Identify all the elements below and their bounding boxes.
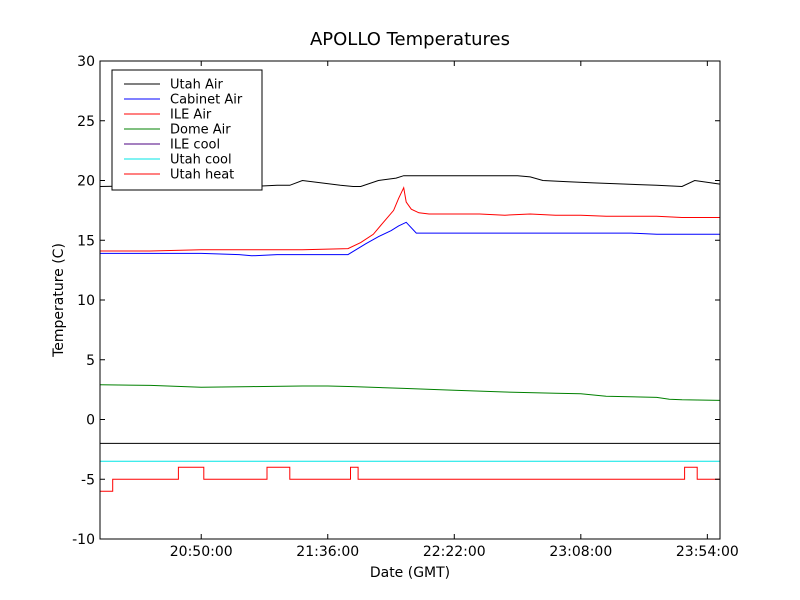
legend-label-cabinet-air: Cabinet Air	[170, 93, 243, 108]
legend-label-utah-cool: Utah cool	[170, 153, 232, 168]
legend-label-utah-heat: Utah heat	[170, 168, 234, 183]
y-tick-label: 20	[77, 174, 95, 190]
series-layer	[99, 175, 721, 492]
y-tick-label: -5	[81, 472, 95, 488]
plot-frame	[99, 60, 721, 540]
x-tick-label: 20:50:00	[170, 544, 233, 560]
series-line-ile-air	[100, 186, 720, 252]
series-line-cabinet-air	[100, 221, 720, 257]
y-tick-label: 25	[77, 114, 95, 130]
x-tick-label: 21:36:00	[296, 544, 359, 560]
series-line-utah-air	[99, 175, 721, 188]
x-tick-label: 22:22:00	[423, 544, 486, 560]
y-axis-label: Temperature (C)	[51, 243, 67, 358]
y-tick-label: 15	[77, 233, 95, 249]
legend-label-dome-air: Dome Air	[170, 123, 231, 138]
chart-title: APOLLO Temperatures	[310, 29, 510, 50]
y-tick-label: -10	[72, 532, 95, 548]
legend-label-ile-cool: ILE cool	[170, 138, 220, 153]
legend-box	[111, 69, 263, 191]
y-tick-label: 30	[77, 54, 95, 70]
y-tick-layer: 30 25 20 15 10 5 0 -5 -10	[72, 54, 720, 548]
y-tick-label: 5	[86, 353, 95, 369]
legend-label-ile-air: ILE Air	[170, 108, 212, 123]
legend-label-utah-air: Utah Air	[170, 78, 223, 93]
series-line-utah-heat	[100, 466, 720, 492]
y-tick-label: 0	[86, 413, 95, 429]
x-tick-layer: 20:50:00 21:36:00 22:22:00 23:08:00 23:54:00	[170, 61, 739, 560]
y-tick-label: 10	[77, 293, 95, 309]
x-tick-label: 23:08:00	[549, 544, 612, 560]
x-axis-label: Date (GMT)	[370, 565, 450, 581]
x-tick-label: 23:54:00	[676, 544, 739, 560]
series-line-dome-air	[99, 384, 721, 401]
